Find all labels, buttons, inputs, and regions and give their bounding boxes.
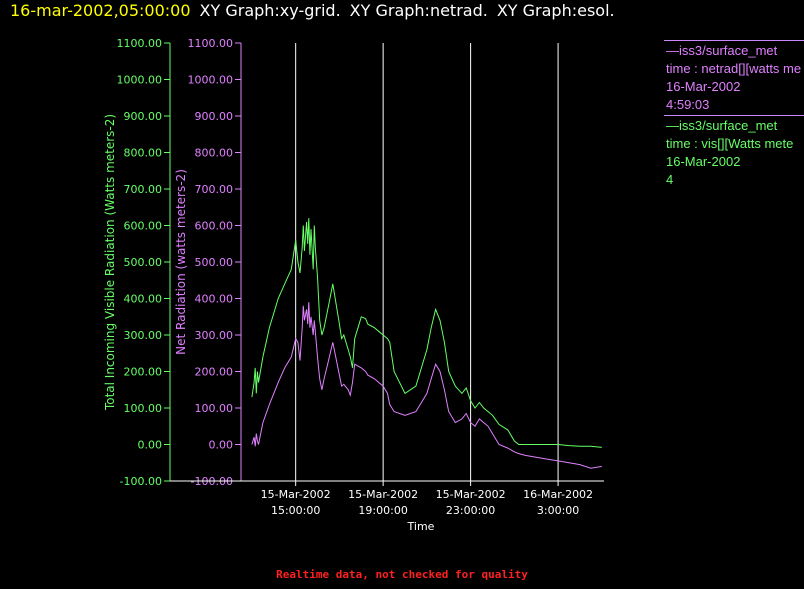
left-axis-label: Total Incoming Visible Radiation (Watts …	[103, 114, 117, 411]
x-axis-tick-label: 16-Mar-2002	[523, 488, 593, 501]
right-axis-tick-label: 400.00	[195, 293, 234, 306]
legend-time: 4:59:03	[666, 97, 710, 112]
x-axis-tick-label: 23:00:00	[446, 504, 495, 517]
legend-time: 4	[666, 172, 674, 187]
legend-source: iss3/surface_met	[679, 43, 778, 58]
legend-entry-vis: —iss3/surface_met time : vis[][Watts met…	[664, 116, 804, 190]
x-axis-label: Time	[407, 520, 435, 533]
x-axis-tick-label: 19:00:00	[358, 504, 407, 517]
x-axis-tick-label: 15-Mar-2002	[348, 488, 418, 501]
series-line-vis	[251, 218, 602, 448]
left-axis-tick-label: 400.00	[124, 293, 163, 306]
series-line-netrad	[251, 302, 602, 469]
series-layer	[251, 218, 602, 469]
title-segment-esol: XY Graph:esol.	[496, 1, 615, 20]
left-axis-tick-label: 500.00	[124, 256, 163, 269]
title-timestamp: 16-mar-2002,05:00:00	[10, 1, 191, 20]
right-axis-tick-label: 1100.00	[188, 37, 234, 50]
page-title: 16-mar-2002,05:00:00 XY Graph:xy-grid. XY …	[10, 1, 615, 20]
left-axis-tick-label: 300.00	[124, 329, 163, 342]
left-axis-tick-label: 1000.00	[117, 74, 163, 87]
title-segment-netrad: XY Graph:netrad.	[349, 1, 488, 20]
right-axis-tick-label: 500.00	[195, 256, 234, 269]
right-axis-tick-label: 600.00	[195, 220, 234, 233]
legend-variable: time : vis[][Watts mete	[666, 136, 794, 151]
x-axis-tick-label: 15:00:00	[271, 504, 320, 517]
right-axis-tick-label: 900.00	[195, 110, 234, 123]
legend: —iss3/surface_met time : netrad[][watts …	[664, 40, 804, 190]
right-axis-tick-label: 800.00	[195, 147, 234, 160]
axes: -100.00 0.00 100.00 200.00 300.00 400.00 500.0…	[103, 37, 604, 533]
vertical-gridlines	[295, 43, 559, 481]
left-axis-tick-label: 100.00	[124, 402, 163, 415]
left-axis-tick-label: 200.00	[124, 366, 163, 379]
right-axis-label: Net Radiation (watts meters-2)	[174, 169, 188, 355]
legend-date: 16-Mar-2002	[666, 79, 741, 94]
right-axis-tick-label: 300.00	[195, 329, 234, 342]
left-axis-tick-label: 700.00	[124, 183, 163, 196]
left-axis-tick-label: 1100.00	[117, 37, 163, 50]
legend-date: 16-Mar-2002	[666, 154, 741, 169]
right-axis-tick-label: 100.00	[195, 402, 234, 415]
x-axis-tick-label: 3:00:00	[537, 504, 579, 517]
left-axis-tick-label: -100.00	[120, 475, 162, 488]
left-axis-tick-label: 600.00	[124, 220, 163, 233]
legend-variable: time : netrad[][watts me	[666, 61, 802, 76]
right-axis-tick-label: 0.00	[209, 439, 234, 452]
x-axis-tick-label: 15-Mar-2002	[261, 488, 331, 501]
left-axis-tick-label: 800.00	[124, 147, 163, 160]
left-axis-tick-label: 0.00	[138, 439, 163, 452]
x-axis-tick-label: 15-Mar-2002	[436, 488, 506, 501]
legend-entry-netrad: —iss3/surface_met time : netrad[][watts …	[664, 40, 804, 116]
legend-source: iss3/surface_met	[679, 118, 778, 133]
right-axis-tick-label: 200.00	[195, 366, 234, 379]
quality-warning: Realtime data, not checked for quality	[276, 568, 528, 581]
left-axis-tick-label: 900.00	[124, 110, 163, 123]
title-segment-xy-grid: XY Graph:xy-grid.	[199, 1, 341, 20]
right-axis-tick-label: 1000.00	[188, 74, 234, 87]
right-axis-tick-label: 700.00	[195, 183, 234, 196]
